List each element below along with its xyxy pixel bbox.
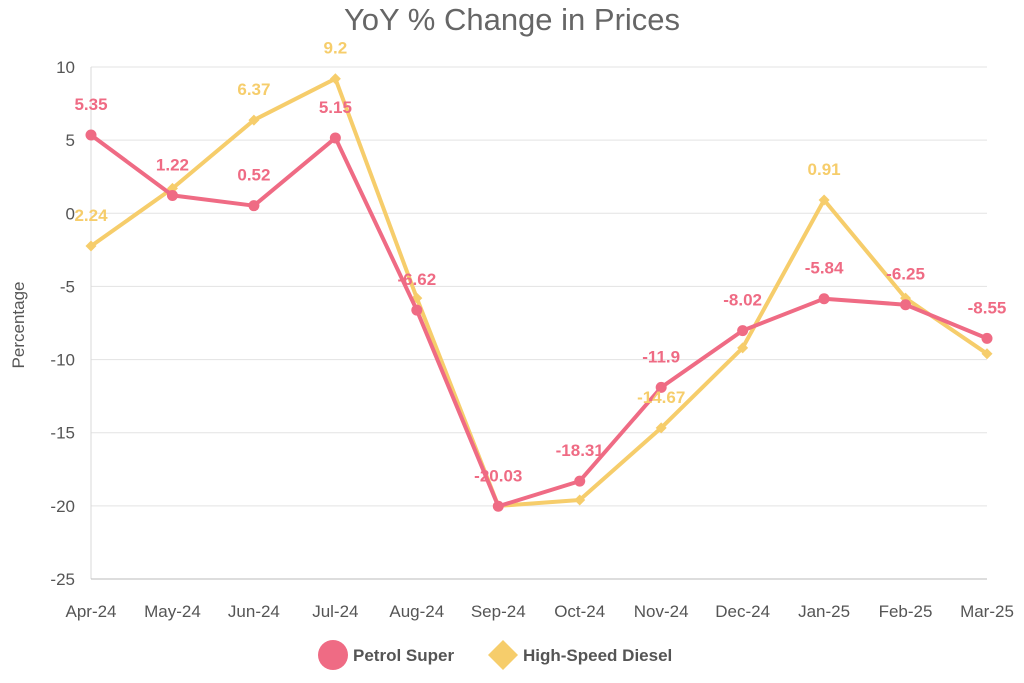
grid-lines xyxy=(90,66,987,580)
data-point[interactable] xyxy=(248,200,260,212)
y-tick-label: -25 xyxy=(50,570,75,589)
data-point[interactable] xyxy=(818,194,830,206)
data-point[interactable] xyxy=(737,342,749,354)
x-tick-label: Nov-24 xyxy=(634,602,689,621)
data-label: -11.9 xyxy=(642,347,680,366)
x-tick-label: Jun-24 xyxy=(228,602,280,621)
y-axis-label: Percentage xyxy=(9,282,28,369)
x-tick-label: Oct-24 xyxy=(554,602,605,621)
chart-title: YoY % Change in Prices xyxy=(344,2,680,37)
legend[interactable]: Petrol Super High-Speed Diesel xyxy=(318,640,672,670)
x-tick-label: May-24 xyxy=(144,602,201,621)
x-tick-label: Aug-24 xyxy=(389,602,444,621)
x-tick-label: Sep-24 xyxy=(471,602,526,621)
data-point[interactable] xyxy=(737,325,749,337)
data-point[interactable] xyxy=(85,129,97,141)
data-label: -5.84 xyxy=(805,259,844,278)
data-point[interactable] xyxy=(981,348,993,360)
legend-marker xyxy=(488,640,518,670)
data-point[interactable] xyxy=(574,475,586,487)
data-label: 0.91 xyxy=(808,160,841,179)
x-tick-label: Apr-24 xyxy=(65,602,116,621)
data-label: 5.15 xyxy=(319,98,352,117)
y-tick-label: 10 xyxy=(56,58,75,77)
data-point[interactable] xyxy=(329,73,341,85)
data-label: -18.31 xyxy=(556,441,604,460)
y-tick-label: -15 xyxy=(50,424,75,443)
legend-label: Petrol Super xyxy=(353,646,454,665)
series-line xyxy=(89,133,989,509)
y-tick-label: 0 xyxy=(66,204,75,223)
x-axis-ticks: Apr-24 May-24 Jun-24 Jul-24 Aug-24 Sep-24 Oct-… xyxy=(65,602,1013,621)
legend-marker xyxy=(318,640,348,670)
data-label: -6.62 xyxy=(397,270,436,289)
data-labels: 5.35 1.22 0.52 5.15 -6.62 -20.03 -18.31 -11.9 -8… xyxy=(74,39,1006,486)
data-point[interactable] xyxy=(900,299,912,311)
legend-label: High-Speed Diesel xyxy=(523,646,672,665)
data-label: 5.35 xyxy=(74,95,107,114)
legend-item-petrol-super[interactable]: Petrol Super xyxy=(318,640,454,670)
series-high-speed-diesel[interactable] xyxy=(85,73,993,512)
data-point[interactable] xyxy=(85,240,97,252)
y-tick-label: 5 xyxy=(66,131,75,150)
data-point[interactable] xyxy=(166,189,178,201)
data-point[interactable] xyxy=(655,381,667,393)
data-label: 0.52 xyxy=(237,166,270,185)
data-point[interactable] xyxy=(329,132,341,144)
data-label: -8.02 xyxy=(723,291,762,310)
data-point[interactable] xyxy=(574,494,586,506)
x-tick-label: Jan-25 xyxy=(798,602,850,621)
legend-item-high-speed-diesel[interactable]: High-Speed Diesel xyxy=(488,640,672,670)
data-point[interactable] xyxy=(248,114,260,126)
x-tick-label: Dec-24 xyxy=(715,602,770,621)
data-label: -20.03 xyxy=(474,466,522,485)
series-line xyxy=(89,76,989,508)
x-tick-label: Jul-24 xyxy=(312,602,358,621)
y-tick-label: -5 xyxy=(60,277,75,296)
y-tick-label: -10 xyxy=(50,351,75,370)
data-point[interactable] xyxy=(818,293,830,305)
series-petrol-super[interactable] xyxy=(85,129,993,512)
y-tick-label: -20 xyxy=(50,497,75,516)
data-point[interactable] xyxy=(981,332,993,344)
data-label: 1.22 xyxy=(156,155,189,174)
series-group xyxy=(85,73,993,512)
data-label: -8.55 xyxy=(968,298,1007,317)
x-tick-label: Feb-25 xyxy=(879,602,933,621)
x-tick-label: Mar-25 xyxy=(960,602,1014,621)
data-point[interactable] xyxy=(492,500,504,512)
data-label: 2.24 xyxy=(74,206,108,225)
data-point[interactable] xyxy=(411,304,423,316)
data-point[interactable] xyxy=(655,422,667,434)
y-axis-ticks: 10 5 0 -5 -10 -15 -20 -25 xyxy=(50,58,75,589)
data-label: -6.25 xyxy=(886,265,925,284)
data-label: -14.67 xyxy=(637,388,685,407)
data-label: 6.37 xyxy=(237,80,270,99)
data-label: 9.2 xyxy=(324,39,348,58)
